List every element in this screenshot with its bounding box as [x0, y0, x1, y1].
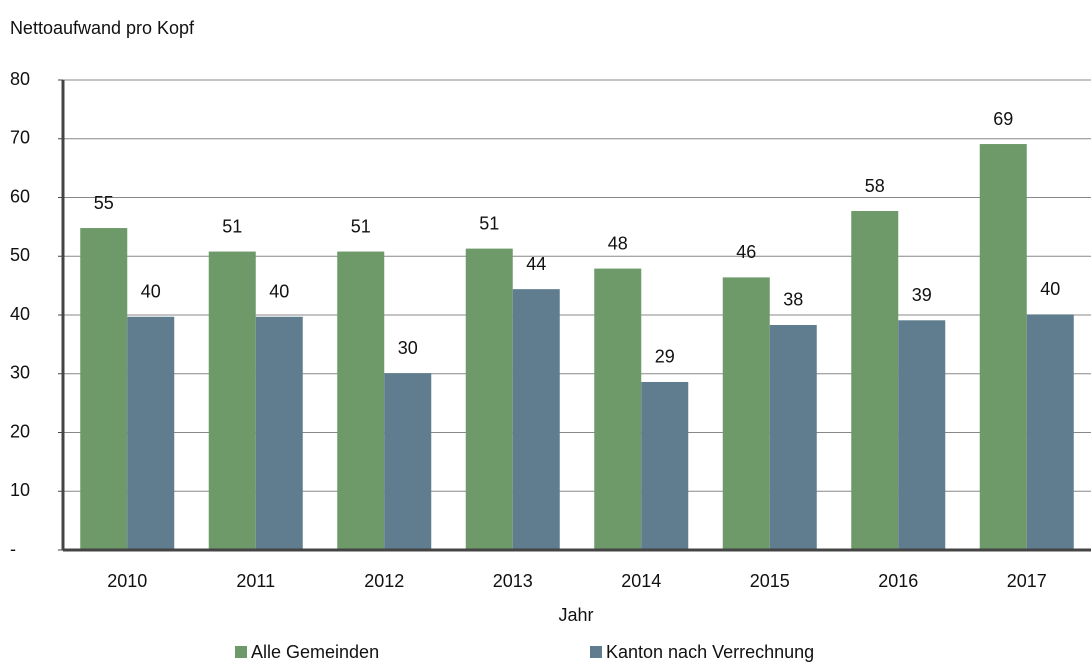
data-label: 29: [655, 347, 675, 367]
data-label: 51: [351, 216, 371, 236]
data-label: 30: [398, 338, 418, 358]
data-label: 69: [993, 109, 1013, 129]
x-axis-label: Jahr: [558, 605, 593, 625]
legend-label: Alle Gemeinden: [251, 642, 379, 662]
data-label: 40: [1040, 279, 1060, 299]
legend-label: Kanton nach Verrechnung: [606, 642, 814, 662]
y-tick-label: 20: [10, 421, 30, 441]
y-tick-label: 10: [10, 480, 30, 500]
bar: [255, 316, 303, 550]
y-tick-label: 40: [10, 304, 30, 324]
data-label: 48: [608, 233, 628, 253]
data-label: 39: [912, 285, 932, 305]
data-label: 51: [222, 216, 242, 236]
legend-swatch: [590, 646, 602, 658]
data-label: 46: [736, 242, 756, 262]
x-tick-label: 2011: [236, 571, 275, 591]
data-label: 55: [94, 193, 114, 213]
y-tick-label: 80: [10, 69, 30, 89]
bar: [979, 144, 1027, 550]
x-tick-label: 2015: [750, 571, 790, 591]
y-tick-label: 70: [10, 128, 30, 148]
bar: [1026, 314, 1074, 550]
y-tick-label: 60: [10, 186, 30, 206]
bar: [851, 211, 899, 550]
data-label: 44: [526, 254, 546, 274]
x-tick-label: 2017: [1007, 571, 1047, 591]
bar: [594, 268, 642, 550]
bar: [80, 228, 128, 551]
y-tick-label: 50: [10, 245, 30, 265]
bar: [127, 316, 175, 550]
bar: [384, 373, 432, 550]
data-label: 40: [141, 282, 161, 302]
legend-swatch: [235, 646, 247, 658]
bar: [337, 251, 385, 551]
x-tick-label: 2014: [621, 571, 661, 591]
x-tick-label: 2010: [107, 571, 147, 591]
bar: [769, 324, 817, 550]
bar: [898, 320, 946, 550]
y-tick-label: -: [10, 539, 16, 559]
bar: [465, 248, 513, 551]
data-label: 40: [269, 282, 289, 302]
data-label: 58: [865, 176, 885, 196]
data-label: 51: [479, 213, 499, 233]
x-tick-label: 2013: [493, 571, 533, 591]
y-tick-label: 30: [10, 363, 30, 383]
x-tick-label: 2016: [878, 571, 918, 591]
data-label: 38: [783, 290, 803, 310]
x-tick-label: 2012: [364, 571, 404, 591]
bar: [722, 277, 770, 550]
bar: [512, 289, 560, 550]
y-axis-label: Nettoaufwand pro Kopf: [9, 18, 195, 38]
bar: [641, 381, 689, 550]
bar: [208, 251, 256, 551]
